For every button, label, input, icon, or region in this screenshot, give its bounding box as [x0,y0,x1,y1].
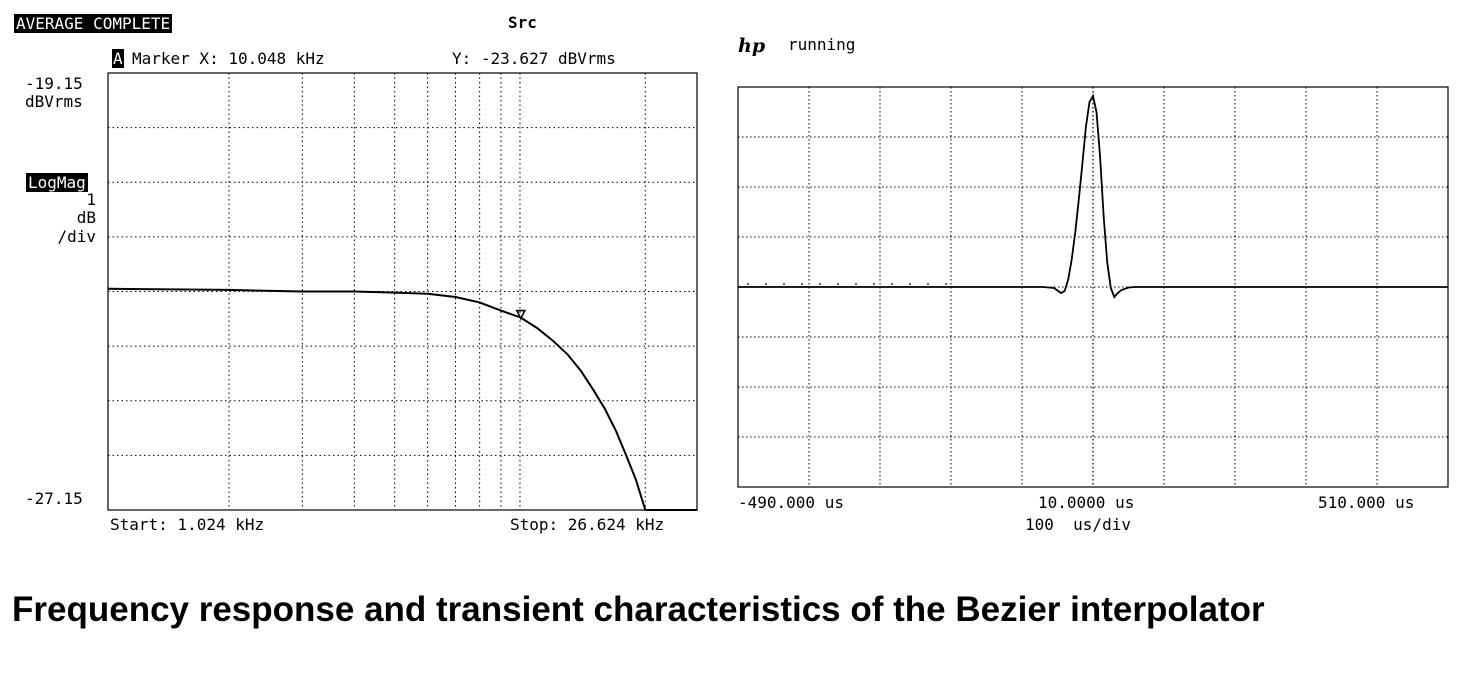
transient-trace [738,93,1448,299]
channel-label: Src [508,13,537,32]
frequency-response-chart [107,72,698,511]
format-label: LogMag [26,173,88,192]
x-axis-right-value: 510.000 us [1318,493,1415,512]
marker-y-readout: Y: -23.627 dBVrms [452,49,616,68]
y-axis-bottom-value: -27.15 [25,489,83,508]
scale-unit: dB [76,208,96,227]
y-axis-unit: dBVrms [25,92,83,111]
transient-response-chart [737,86,1449,488]
marker-x-readout: Marker X: 10.048 kHz [132,49,325,68]
x-axis-start: Start: 1.024 kHz [110,515,265,534]
scale-value: 1 [86,190,96,209]
x-axis-center-value: 10.0000 us [1038,493,1135,512]
status-badge: AVERAGE COMPLETE [14,14,173,33]
y-axis-top-value: -19.15 [25,74,83,93]
brand-logo: hp [738,35,766,57]
x-axis-left-value: -490.000 us [738,493,844,512]
x-axis-scale: 100 us/div [1025,515,1131,534]
marker-badge: A [112,49,124,68]
marker-triangle [515,309,527,321]
run-state: running [788,35,856,54]
figure-caption: Frequency response and transient charact… [12,590,1265,629]
scale-per-div: /div [57,227,96,246]
response-trace [107,287,697,511]
x-axis-stop: Stop: 26.624 kHz [510,515,665,534]
